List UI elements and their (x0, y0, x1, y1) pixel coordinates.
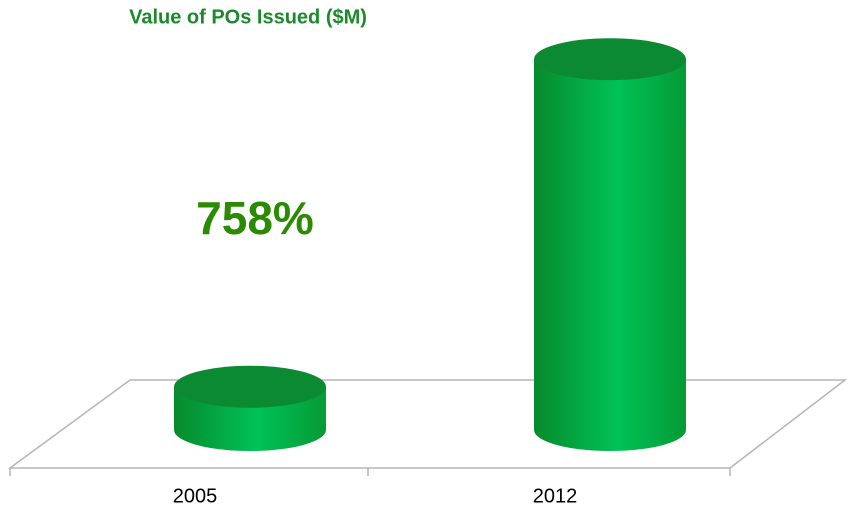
bar (534, 59, 686, 451)
annotation: 758% (196, 192, 314, 244)
x-tick-label: 2012 (533, 485, 578, 507)
bar-top (534, 38, 686, 81)
bar-top (174, 365, 326, 408)
chart-title: Value of POs Issued ($M) (129, 6, 367, 28)
x-tick-label: 2005 (173, 485, 218, 507)
floor (7, 379, 848, 469)
